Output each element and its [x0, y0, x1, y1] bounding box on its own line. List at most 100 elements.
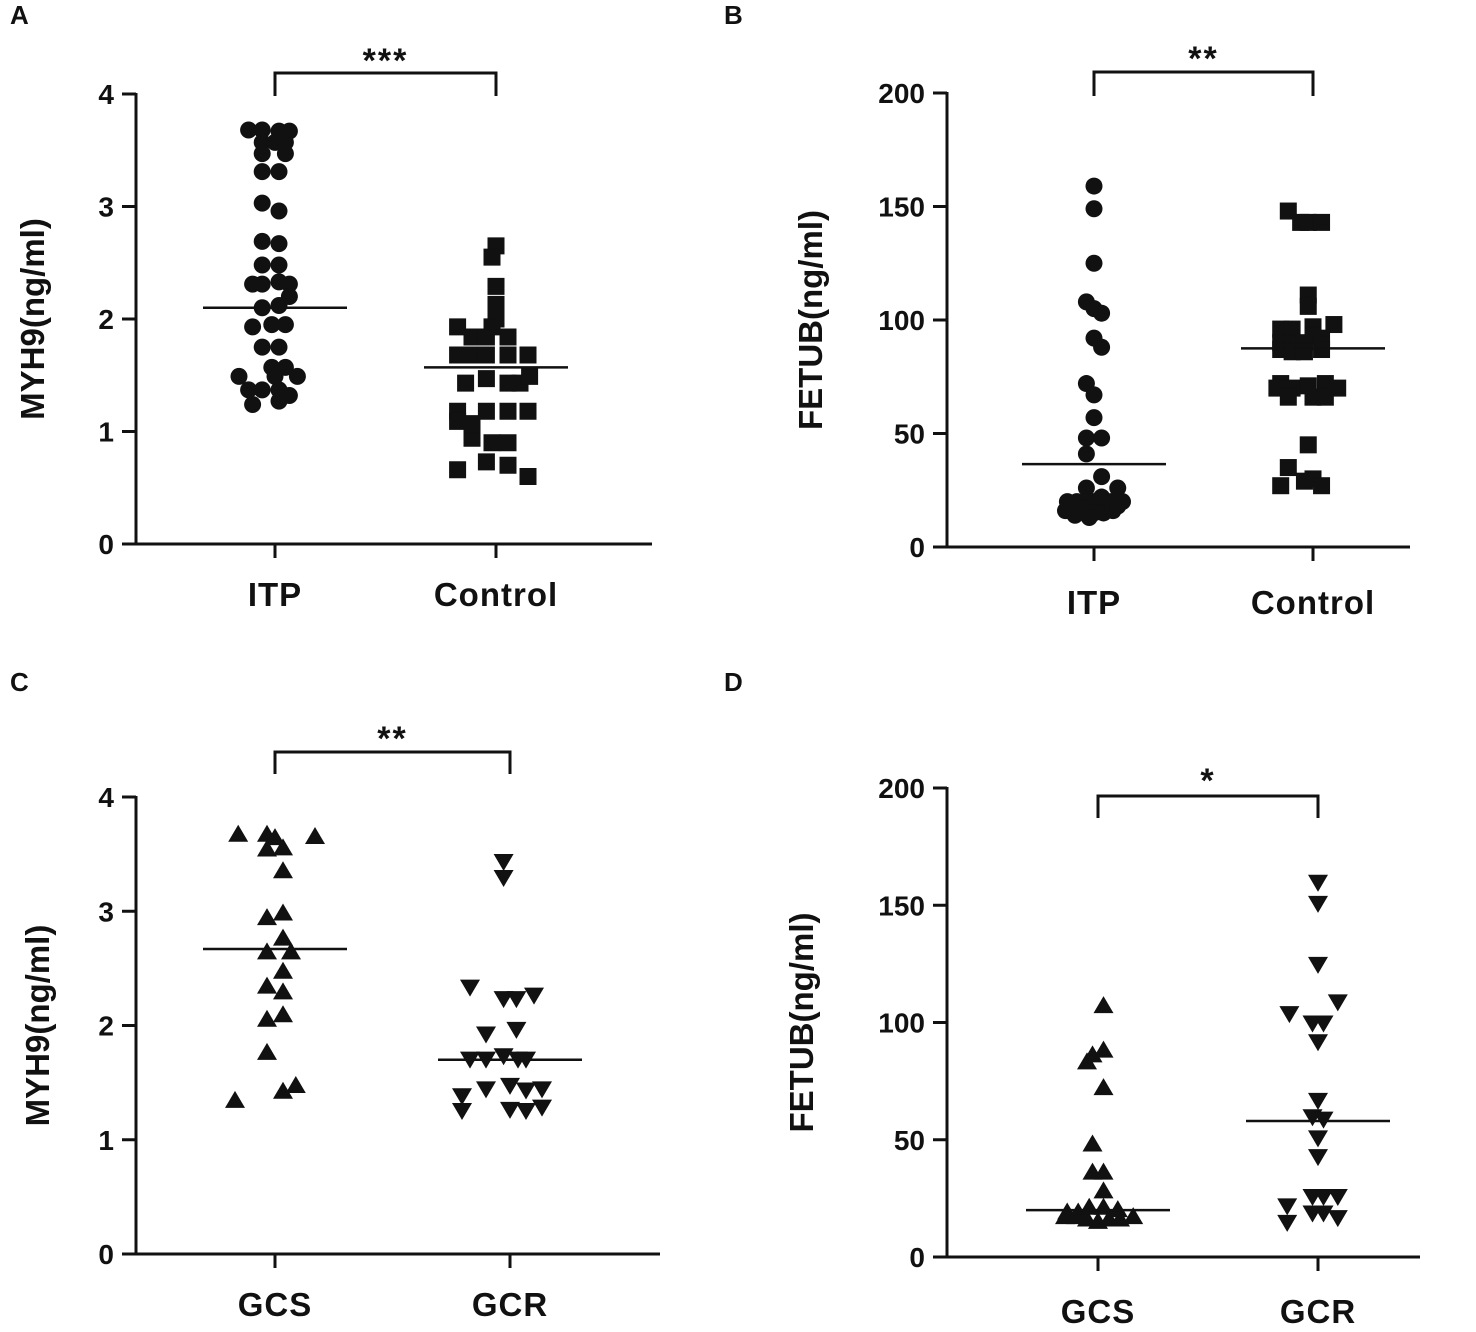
data-point: [500, 1077, 520, 1095]
x-category-label: ITP: [248, 576, 302, 613]
data-point: [270, 392, 288, 410]
data-point: [1299, 297, 1317, 315]
y-tick-label: 1: [98, 1125, 114, 1156]
series-itp: [1022, 177, 1166, 526]
data-point: [230, 367, 248, 385]
data-point: [1308, 1092, 1328, 1110]
significance-label: *: [1200, 762, 1215, 800]
data-point: [1123, 1207, 1144, 1225]
data-point: [280, 275, 298, 293]
data-point: [270, 202, 288, 220]
data-point: [253, 121, 271, 139]
data-point: [463, 328, 481, 346]
significance-label: **: [377, 720, 407, 758]
data-point: [449, 346, 467, 364]
y-axis-title: FETUB(ng/ml): [792, 210, 829, 430]
data-point: [1313, 213, 1331, 231]
data-point: [493, 853, 514, 871]
data-point: [493, 1048, 514, 1066]
data-point: [477, 370, 495, 388]
data-point: [487, 277, 505, 295]
data-point: [524, 987, 544, 1005]
y-axis-title: MYH9(ng/ml): [19, 925, 56, 1127]
data-point: [483, 248, 501, 266]
data-point: [499, 328, 517, 346]
series-gcr: [438, 853, 582, 1121]
data-point: [1077, 429, 1095, 447]
data-point: [493, 869, 514, 887]
series-gcs: [1026, 996, 1170, 1229]
data-point: [257, 942, 277, 960]
data-point: [257, 976, 277, 994]
data-point: [270, 235, 288, 253]
data-point: [273, 838, 293, 856]
data-point: [253, 232, 271, 250]
data-point: [1077, 479, 1095, 497]
panel-b: B 0 50 100 150 200 FETUB(ng/ml) ITP Control **: [724, 0, 1410, 621]
data-point: [281, 942, 301, 960]
series-gcr: [1246, 874, 1390, 1232]
data-point: [240, 121, 258, 139]
y-axis-title: MYH9(ng/ml): [14, 218, 51, 420]
data-point: [1279, 388, 1297, 406]
data-point: [1327, 1189, 1348, 1207]
data-point: [253, 338, 271, 356]
data-point: [273, 1081, 293, 1099]
data-point: [225, 1090, 245, 1108]
significance-bracket: [273, 750, 512, 774]
data-point: [452, 1103, 472, 1121]
data-point: [257, 1042, 277, 1060]
x-category-label: Control: [434, 576, 558, 613]
panel-letter: B: [724, 0, 743, 30]
data-point: [519, 402, 537, 420]
data-point: [463, 346, 481, 364]
data-point: [499, 402, 517, 420]
y-tick-label: 150: [878, 192, 925, 223]
data-point: [1109, 479, 1127, 497]
y-tick-label: 100: [878, 305, 925, 336]
data-point: [1308, 874, 1328, 892]
data-point: [449, 412, 467, 430]
data-point: [228, 824, 249, 842]
y-tick-label: 3: [98, 896, 114, 927]
data-point: [244, 396, 262, 413]
data-point: [1093, 304, 1111, 322]
data-point: [1093, 338, 1111, 356]
data-point: [1093, 429, 1111, 447]
data-point: [273, 1005, 293, 1023]
significance-bracket: [1096, 794, 1320, 818]
data-point: [1325, 316, 1343, 334]
data-point: [276, 145, 294, 163]
data-point: [1308, 1149, 1328, 1167]
data-point: [1279, 1006, 1300, 1024]
data-point: [285, 1076, 306, 1094]
y-tick-label: 100: [878, 1008, 925, 1039]
data-point: [1272, 477, 1290, 495]
data-point: [280, 288, 298, 305]
significance-bracket: [273, 71, 498, 96]
data-point: [1093, 1040, 1114, 1058]
data-point: [276, 316, 294, 334]
data-point: [265, 828, 285, 846]
data-point: [487, 295, 505, 313]
series-itp: [203, 121, 347, 413]
series-gcs: [203, 824, 347, 1108]
data-point: [483, 434, 501, 452]
data-point: [270, 338, 288, 356]
y-tick-label: 150: [878, 890, 925, 921]
data-point: [1283, 320, 1301, 338]
y-tick-label: 200: [878, 78, 925, 109]
data-point: [532, 1081, 552, 1099]
y-tick-label: 200: [878, 773, 925, 804]
data-point: [500, 1101, 520, 1119]
panel-letter: C: [10, 667, 29, 697]
panel-letter: D: [724, 667, 743, 697]
x-category-label: ITP: [1067, 584, 1121, 621]
data-point: [1313, 1015, 1334, 1033]
data-point: [449, 318, 467, 336]
data-point: [1082, 1134, 1103, 1152]
data-point: [1313, 1205, 1334, 1223]
data-point: [1080, 508, 1098, 526]
data-point: [1313, 1189, 1334, 1207]
series-control: [424, 237, 568, 485]
